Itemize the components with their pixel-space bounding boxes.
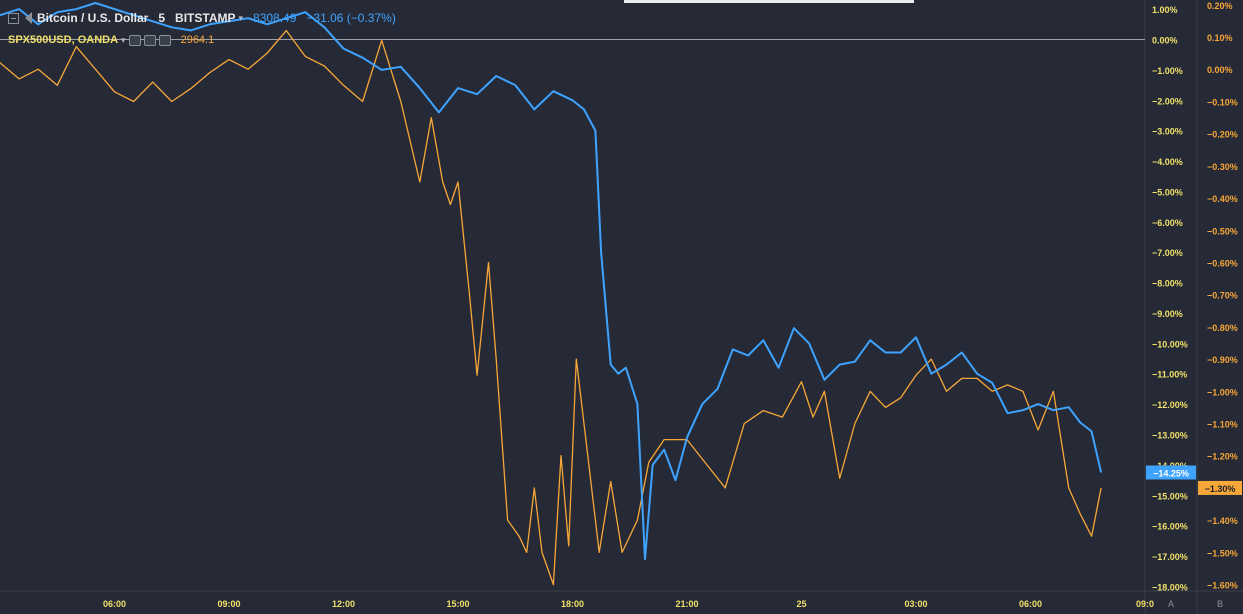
left-axis-tick-label: −11.00% [1152, 370, 1187, 380]
top-scroll-indicator[interactable] [624, 0, 914, 3]
left-axis-tick-label: −18.00% [1152, 582, 1188, 592]
right-axis-tick-label: 0.00% [1207, 65, 1233, 75]
left-axis-tick-label: −2.00% [1152, 96, 1183, 106]
right-axis-tick-label: −1.60% [1207, 581, 1238, 591]
left-axis-tick-label: −13.00% [1152, 431, 1188, 441]
left-axis-tick-label: −8.00% [1152, 279, 1183, 289]
main-legend: Bitcoin / U.S. Dollar 5 BITSTAMP ▾ 8308.… [8, 9, 396, 27]
time-axis-tick-label: 25 [796, 599, 806, 609]
left-axis-tick-label: −16.00% [1152, 522, 1188, 532]
right-axis-tick-label: 0.10% [1207, 33, 1233, 43]
compare-symbol[interactable]: SPX500USD, OANDA [8, 34, 119, 46]
right-axis-tick-label: −1.10% [1207, 420, 1238, 430]
left-axis-tick-label: −10.00% [1152, 339, 1188, 349]
left-axis-tick-label: −9.00% [1152, 309, 1183, 319]
right-axis-tick-label: −0.40% [1207, 194, 1238, 204]
time-axis-tick-label: 06:00 [1019, 599, 1042, 609]
exchange[interactable]: BITSTAMP [175, 11, 236, 25]
axis-footer-a: A [1168, 599, 1174, 609]
time-axis-tick-label: 15:00 [446, 599, 469, 609]
left-axis-tick-label: −15.00% [1152, 491, 1188, 501]
last-price: 8308.49 [253, 11, 297, 25]
left-axis-tick-label: 1.00% [1152, 5, 1178, 15]
left-axis-tick-label: −7.00% [1152, 248, 1183, 258]
symbol-name[interactable]: Bitcoin / U.S. Dollar [37, 11, 149, 25]
compare-legend: SPX500USD, OANDA ▾ 2964.1 [8, 31, 214, 49]
chevron-down-icon[interactable]: ▾ [238, 13, 244, 23]
time-axis-tick-label: 12:00 [332, 599, 355, 609]
right-axis-tick-label: 0.20% [1207, 1, 1233, 11]
btc-last-value-box [1146, 465, 1196, 480]
left-axis-tick-label: −12.00% [1152, 400, 1188, 410]
right-axis-tick-label: −0.30% [1207, 162, 1238, 172]
right-axis-tick-label: −0.50% [1207, 226, 1238, 236]
right-axis-tick-label: −0.60% [1207, 258, 1238, 268]
time-axis-tick-label: 09:0 [1136, 599, 1154, 609]
left-axis-tick-label: −5.00% [1152, 187, 1183, 197]
right-axis-tick-label: −0.10% [1207, 97, 1238, 107]
right-axis-tick-label: −0.70% [1207, 291, 1238, 301]
left-axis-tick-label: −1.00% [1152, 66, 1183, 76]
axis-footer-b: B [1217, 599, 1223, 609]
time-axis-tick-label: 09:00 [217, 599, 240, 609]
btc-last-value-label: −14.25% [1153, 468, 1189, 478]
spx-last-value-box [1198, 480, 1242, 495]
time-axis-tick-label: 21:00 [675, 599, 698, 609]
time-axis-tick-label: 18:00 [561, 599, 584, 609]
price-change: −31.06 (−0.37%) [306, 11, 396, 25]
chevron-down-icon[interactable]: ▾ [121, 35, 126, 45]
interval[interactable]: 5 [158, 11, 166, 25]
right-axis-tick-label: −1.20% [1207, 452, 1238, 462]
close-icon[interactable] [158, 34, 171, 46]
spx-last-value-label: −1.30% [1205, 484, 1236, 494]
left-axis-tick-label: 0.00% [1152, 36, 1178, 46]
right-axis-tick-label: −1.00% [1207, 387, 1238, 397]
left-axis-tick-label: −4.00% [1152, 157, 1183, 167]
right-axis-tick-label: −1.50% [1207, 548, 1238, 558]
flag-icon[interactable] [25, 12, 32, 24]
right-axis-tick-label: −0.20% [1207, 130, 1238, 140]
spx-series-line [0, 29, 1102, 586]
right-axis-tick-label: −1.40% [1207, 516, 1238, 526]
btc-series-line [0, 2, 1103, 561]
right-axis-tick-label: −0.90% [1207, 355, 1238, 365]
time-axis-tick-label: 06:00 [103, 599, 126, 609]
left-axis-tick-label: −6.00% [1152, 218, 1183, 228]
time-axis-tick-label: 03:00 [904, 599, 927, 609]
right-axis-tick-label: −0.80% [1207, 323, 1238, 333]
eye-icon[interactable] [128, 34, 141, 46]
settings-icon[interactable] [143, 34, 156, 46]
collapse-icon[interactable] [8, 12, 19, 24]
left-axis-tick-label: −3.00% [1152, 127, 1183, 137]
compare-value: 2964.1 [180, 34, 215, 46]
left-axis-tick-label: −17.00% [1152, 552, 1188, 562]
